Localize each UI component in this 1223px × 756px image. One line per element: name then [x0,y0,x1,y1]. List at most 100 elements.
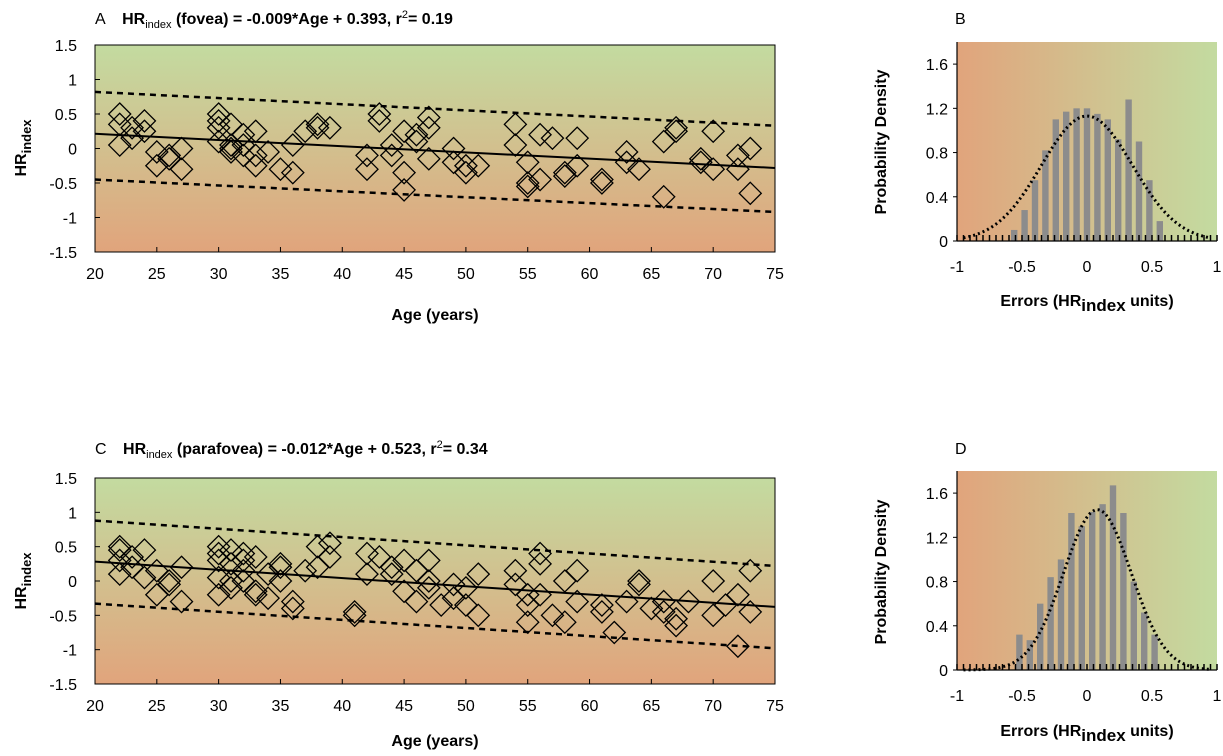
data-point [664,115,689,140]
scatter-chart-a: A HRindex (fovea) = -0.009*Age + 0.393, … [13,9,784,324]
x-tick-label: -1 [950,688,964,705]
data-point [379,143,404,168]
data-point [107,112,132,137]
data-point [132,565,157,590]
data-point [144,558,169,583]
data-point [688,150,713,175]
data-point [107,538,132,563]
y-axis-label: Probability Density [873,499,890,644]
data-point [688,146,713,171]
lower-prediction-line [94,602,776,650]
data-point [725,143,750,168]
data-point [416,146,441,171]
histogram-bar [1037,603,1044,670]
histogram-bar [1115,139,1122,241]
data-point [515,171,540,195]
histogram-bar [1016,634,1023,670]
x-tick-label: 1 [1213,259,1222,276]
data-point [206,565,231,590]
data-point [231,548,256,573]
x-tick-label: 60 [581,698,599,715]
y-tick-label: -0.5 [49,176,77,193]
x-tick-label: 0 [1083,259,1092,276]
data-point [379,562,404,587]
data-point [206,534,231,559]
data-point [231,122,256,147]
data-point [416,575,441,600]
data-point [664,606,689,631]
data-point [157,143,182,168]
y-axis-label: HRindex [13,119,34,177]
data-point [540,126,565,151]
data-point [107,534,132,559]
y-tick-label: 0.4 [926,190,948,207]
data-point [627,157,651,182]
panel-letter: D [955,441,967,458]
data-point [120,545,145,569]
data-point [342,599,367,624]
y-tick-label: 0.5 [55,540,77,557]
plot-area [94,44,776,253]
histogram-bar [1026,640,1033,670]
data-point [268,157,293,182]
data-point [293,119,318,144]
histogram-bar [1063,111,1070,242]
data-point [392,160,417,185]
data-point [528,582,553,607]
data-point [206,541,231,566]
panel-a: A HRindex (fovea) = -0.009*Age + 0.393, … [0,0,800,340]
histogram-bar [1120,513,1127,670]
data-point [169,589,194,614]
data-point [515,174,540,199]
data-point [453,153,478,178]
data-point [416,569,441,593]
data-point [243,582,268,607]
data-point [280,596,305,621]
data-point [528,167,553,192]
data-point [589,599,614,624]
x-tick-label: -0.5 [1008,259,1036,276]
x-tick-label: 45 [395,698,413,715]
data-point [206,115,231,140]
y-axis-label: HRindex [13,552,34,610]
data-point [219,538,243,563]
data-point [280,160,305,185]
data-point [231,133,256,157]
x-tick-label: 40 [333,698,351,715]
y-tick-label: 0.5 [55,107,77,124]
data-point [589,171,614,195]
data-point [404,129,429,154]
data-point [738,599,763,624]
data-point [317,531,342,556]
y-tick-label: 0.8 [926,575,948,592]
data-point [725,582,750,607]
panel-letter: C [95,441,107,458]
data-point [540,603,565,628]
data-point [169,136,194,161]
y-tick-label: 0.8 [926,146,948,163]
data-point [651,599,676,624]
x-tick-label: 45 [395,266,413,283]
data-point [725,157,750,182]
y-tick-label: 1.2 [926,101,948,118]
data-point [157,569,182,593]
histogram-bar [1156,221,1163,241]
histogram-bar [1068,513,1075,670]
x-tick-label: 70 [704,266,722,283]
x-tick-label: 55 [519,698,537,715]
data-point [243,545,268,569]
y-tick-label: 1 [68,73,77,90]
chart-marks: -1 -0.5 0 0.5 1 0 0.4 0.8 1.2 1.6 [926,471,1222,705]
data-point [120,115,145,140]
x-tick-label: 0.5 [1141,259,1163,276]
x-tick-label: 1 [1213,688,1222,705]
data-point [305,534,330,559]
scatter-chart-c: C HRindex (parafovea) = -0.012*Age + 0.5… [13,439,784,750]
data-point [614,150,639,175]
data-point [441,572,466,597]
data-point [379,133,404,157]
y-tick-label: -1.5 [49,245,77,262]
x-tick-label: 0.5 [1141,688,1163,705]
data-point [132,538,157,563]
x-tick-label: 30 [210,266,228,283]
